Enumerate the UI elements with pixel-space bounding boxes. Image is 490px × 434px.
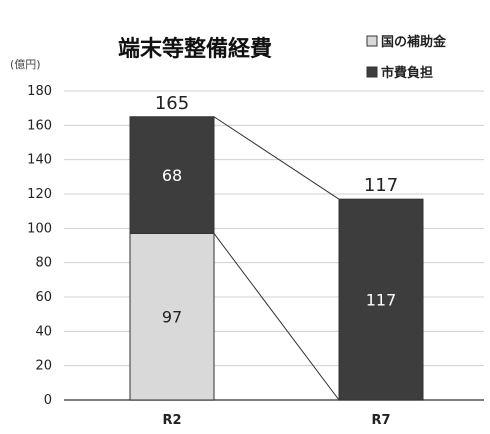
legend-label: 市費負担	[381, 65, 433, 81]
y-tick-label: 40	[35, 324, 52, 339]
y-tick-label: 100	[27, 221, 52, 236]
bar-total-label: 165	[155, 93, 189, 114]
bars	[129, 116, 424, 401]
connector-lines	[213, 116, 340, 401]
bar-segment-label: 97	[162, 308, 182, 327]
y-tick-label: 0	[44, 393, 52, 408]
connector-line-bottom	[213, 233, 340, 401]
x-category-label: R2	[162, 413, 181, 428]
bar-segment	[338, 198, 424, 401]
bar-segment-label: 117	[366, 291, 397, 310]
bar-segment	[129, 116, 215, 234]
bar-segment-label: 68	[162, 166, 182, 185]
y-tick-label: 140	[27, 153, 52, 168]
connector-line-top	[213, 116, 340, 200]
y-tick-label: 20	[35, 359, 52, 374]
y-tick-label: 60	[35, 290, 52, 305]
legend-swatch	[366, 66, 378, 78]
legend-swatch	[366, 35, 378, 47]
y-axis-unit-label: (億円)	[10, 58, 41, 71]
x-category-label: R7	[371, 413, 390, 428]
legend-label: 国の補助金	[381, 34, 447, 50]
y-tick-label: 120	[27, 187, 52, 202]
bar-segment	[129, 232, 215, 401]
labels: 0 20 40 60 80 100 120 140 160 180 97 68 165 R2 117 117 R…	[27, 84, 398, 428]
chart-title: 端末等整備経費	[118, 36, 272, 62]
y-tick-label: 80	[35, 256, 52, 271]
y-tick-label: 180	[27, 84, 52, 99]
bar-total-label: 117	[364, 175, 398, 196]
y-tick-label: 160	[27, 118, 52, 133]
